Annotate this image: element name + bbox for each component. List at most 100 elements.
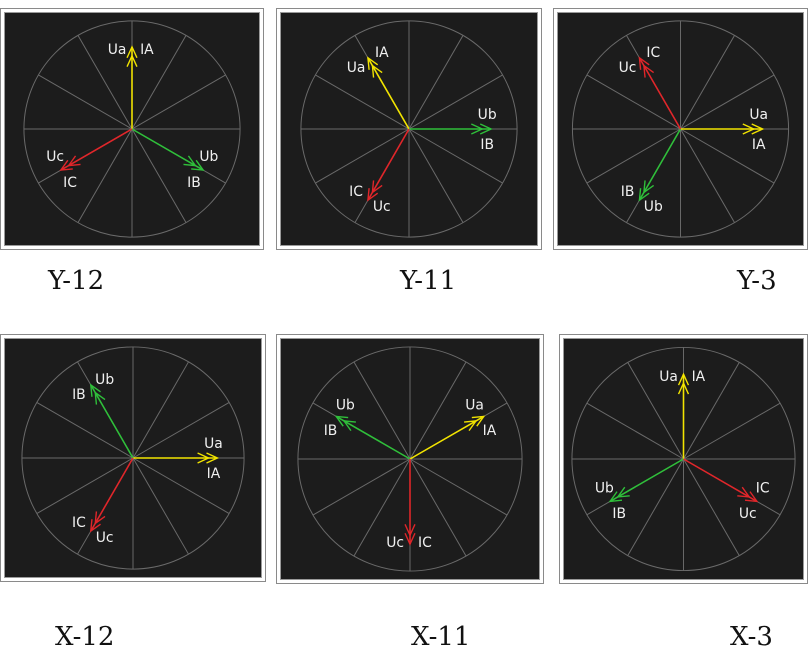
arrowhead [342, 420, 356, 432]
grid-spoke [408, 35, 464, 130]
vector-label: Ub [95, 372, 114, 388]
vector-label: Ua [347, 60, 366, 76]
vector-label: IC [756, 480, 770, 496]
arrowhead [744, 491, 759, 503]
diagram-caption-x11: X-11 [411, 622, 471, 652]
vector-label: IB [621, 184, 635, 200]
arrowhead [89, 519, 101, 533]
arrowhead [737, 486, 751, 498]
vector-label: IB [324, 423, 338, 439]
grid-spoke [132, 457, 189, 555]
arrowhead [742, 123, 756, 135]
phasor-vector-c [683, 458, 758, 503]
arrowhead [334, 415, 349, 427]
vector-label: Ub [478, 107, 497, 123]
grid-spoke [586, 74, 681, 130]
phasor-panel-bg: IA Ua Ub IB IC Uc [4, 338, 262, 578]
grid-spoke [680, 35, 735, 130]
grid-spoke [680, 128, 775, 184]
grid-spoke [683, 362, 740, 460]
arrowhead [94, 511, 106, 525]
grid-spoke [36, 402, 134, 459]
grid-spoke [36, 457, 134, 514]
arrowhead [126, 45, 138, 59]
grid-spoke [409, 458, 508, 516]
vector-label: IB [612, 506, 626, 522]
phasor-diagram: IA Ua IB Ub IC Uc [300, 20, 518, 238]
phasor-panel-bg: IA Ua IB Ub IC Uc [280, 12, 538, 246]
arrowhead [471, 123, 484, 135]
phasor-panel-bg: IA Ua Ub IB Uc IC [280, 338, 540, 580]
phasor-vector-b [335, 415, 411, 460]
arrowhead [404, 524, 416, 537]
grid-spoke [683, 458, 740, 556]
vector-label: Ub [336, 397, 355, 413]
vector-label: IC [63, 175, 77, 191]
vector-label: Ub [644, 199, 663, 215]
diagram-caption-y12: Y-12 [48, 266, 105, 296]
arrowhead [404, 532, 416, 546]
phasor-diagram: IA Ua IB Ub Uc IC [23, 20, 241, 238]
vector-label: IA [752, 137, 766, 153]
vector-label: IC [646, 45, 660, 61]
grid-spoke [408, 128, 503, 184]
vector-label: Uc [46, 149, 64, 165]
vector-label: Uc [619, 60, 637, 76]
arrowhead [94, 391, 106, 405]
phasor-panel-x11: IA Ua Ub IB Uc IC [276, 334, 544, 584]
phasor-vector-b [131, 128, 204, 171]
phasor-vector-b [638, 128, 682, 201]
vector-label: Ua [108, 42, 127, 58]
arrowhead [59, 159, 73, 171]
grid-spoke [312, 458, 411, 516]
phasor-vector-c [367, 128, 410, 201]
phasor-vector-b [90, 384, 134, 459]
phasor-panel-bg: IA Ua IB Ub IC Uc [557, 12, 804, 246]
grid-spoke [131, 128, 187, 223]
vector-label: Uc [96, 530, 114, 546]
arrowhead [367, 56, 379, 70]
vector-label: Ub [199, 149, 218, 165]
arrowhead [608, 491, 623, 503]
vector-label: IA [207, 466, 221, 482]
diagram-caption-x3: X-3 [730, 622, 773, 652]
vector-label: Ua [465, 397, 484, 413]
arrowhead [191, 159, 205, 171]
diagram-caption-y3: Y-3 [737, 266, 777, 296]
arrowhead [616, 486, 630, 498]
arrowhead [638, 188, 650, 202]
arrowhead [206, 452, 220, 464]
grid-spoke [132, 361, 189, 459]
arrowhead [464, 420, 478, 432]
phasor-vector-c [638, 57, 682, 130]
phasor-panel-x12: IA Ua Ub IB IC Uc [0, 334, 266, 582]
vector-label: Uc [386, 535, 404, 551]
grid-spoke [409, 361, 467, 460]
phasor-panel-bg: IA Ua IB Ub Uc IC [4, 12, 260, 246]
arrowhead [677, 372, 690, 386]
vector-label: Ua [749, 107, 768, 123]
vector-label: Uc [373, 199, 391, 215]
vector-label: IA [692, 369, 706, 385]
arrowhead [67, 155, 81, 167]
grid-spoke [131, 74, 226, 130]
grid-spoke [353, 458, 411, 557]
vector-label: IC [349, 184, 363, 200]
grid-spoke [132, 457, 230, 514]
vector-label: IB [480, 137, 494, 153]
phasor-vector-a [367, 57, 410, 130]
grid-spoke [315, 128, 410, 184]
phasor-diagram: IA Ua Ub IB Uc IC [297, 346, 523, 572]
diagram-caption-x12: X-12 [55, 622, 115, 652]
grid-spoke [315, 74, 410, 130]
grid-spoke [353, 361, 411, 460]
grid-spoke [132, 402, 230, 459]
grid-spoke [77, 128, 133, 223]
vector-label: Ua [659, 369, 678, 385]
vector-label: IC [72, 515, 86, 531]
phasor-panel-bg: IA Ua Ub IB Uc IC [563, 338, 804, 580]
grid-spoke [408, 128, 464, 223]
grid-spoke [683, 402, 781, 460]
grid-spoke [680, 74, 775, 130]
arrowhead [89, 383, 101, 397]
